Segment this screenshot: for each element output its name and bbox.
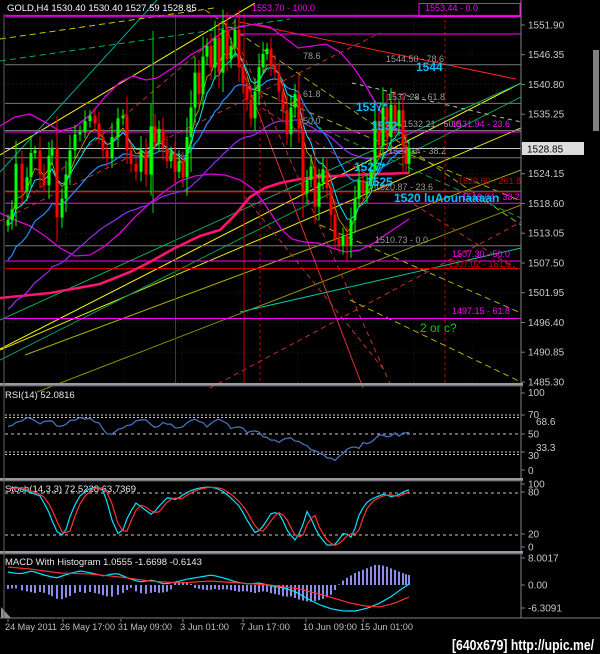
svg-text:1513.05: 1513.05: [528, 229, 565, 240]
svg-text:1518.64 - 38.2: 1518.64 - 38.2: [462, 192, 520, 202]
svg-text:1537.28 - 61.8: 1537.28 - 61.8: [387, 92, 445, 102]
svg-text:15 Jun 01:00: 15 Jun 01:00: [360, 622, 413, 633]
svg-text:0.00: 0.00: [528, 581, 548, 592]
svg-text:Stoch(14,3,3) 72.5228 63.7369: Stoch(14,3,3) 72.5228 63.7369: [5, 484, 136, 495]
svg-text:1527*: 1527*: [354, 160, 386, 174]
svg-text:100: 100: [528, 480, 545, 491]
svg-text:7 Jun 17:00: 7 Jun 17:00: [240, 622, 290, 633]
svg-text:1540.80: 1540.80: [528, 80, 565, 91]
svg-text:1546.35: 1546.35: [528, 50, 565, 61]
svg-text:1551.90: 1551.90: [528, 21, 565, 32]
svg-text:1535.25: 1535.25: [528, 110, 565, 121]
svg-text:0: 0: [528, 543, 534, 554]
svg-text:61.8: 61.8: [303, 89, 321, 99]
svg-text:GOLD,H4 1530.40 1530.40 1527.: GOLD,H4 1530.40 1530.40 1527.59 1528.85: [7, 3, 197, 14]
svg-text:1497.15 - 61.8: 1497.15 - 61.8: [452, 306, 510, 316]
svg-text:1496.40: 1496.40: [528, 318, 565, 329]
svg-text:1520.87 - 23.6: 1520.87 - 23.6: [375, 182, 433, 192]
svg-text:1520 luAounaaaan: 1520 luAounaaaan: [394, 191, 499, 205]
svg-text:1528.85: 1528.85: [527, 145, 564, 156]
svg-text:1527.14 - 38.2: 1527.14 - 38.2: [388, 146, 446, 156]
svg-text:1531.94 - 23.6: 1531.94 - 23.6: [452, 119, 510, 129]
svg-text:MACD With Histogram 1.0555 -1.: MACD With Histogram 1.0555 -1.6698 -0.61…: [5, 557, 202, 568]
svg-text:1544.50 - 78.6: 1544.50 - 78.6: [386, 54, 444, 64]
svg-text:68.6: 68.6: [536, 417, 556, 428]
svg-text:1490.85: 1490.85: [528, 348, 565, 359]
svg-text:30: 30: [528, 451, 540, 462]
svg-text:1553.44 - 0.0: 1553.44 - 0.0: [425, 3, 478, 13]
svg-text:1544: 1544: [416, 60, 443, 74]
svg-text:1507.30 - 50.0: 1507.30 - 50.0: [452, 249, 510, 259]
svg-text:1532.21 - 50.0: 1532.21 - 50.0: [403, 119, 461, 129]
svg-text:1485.30: 1485.30: [528, 377, 565, 388]
svg-text:1525: 1525: [366, 175, 393, 189]
svg-text:31 May 09:00: 31 May 09:00: [118, 622, 172, 633]
svg-text:78.6: 78.6: [303, 51, 321, 61]
svg-text:-6.3091: -6.3091: [528, 604, 562, 615]
svg-text:24 May 2011: 24 May 2011: [5, 622, 57, 633]
svg-text:50.0: 50.0: [303, 116, 321, 126]
svg-text:1537*: 1537*: [356, 100, 388, 114]
svg-text:1507.02 - 161.8: 1507.02 - 161.8: [448, 259, 511, 269]
svg-text:100: 100: [528, 388, 545, 399]
svg-text:1510.73 - 0.0: 1510.73 - 0.0: [375, 235, 428, 245]
svg-text:70: 70: [528, 410, 540, 421]
svg-text:1507.50: 1507.50: [528, 258, 565, 269]
svg-text:1532: 1532: [371, 119, 398, 133]
svg-text:8.0017: 8.0017: [528, 554, 559, 565]
svg-text:3 Jun 01:00: 3 Jun 01:00: [180, 622, 229, 633]
svg-text:2 or c?: 2 or c?: [420, 321, 457, 335]
svg-text:33.3: 33.3: [536, 443, 556, 454]
svg-text:20: 20: [528, 530, 540, 541]
svg-text:1501.95: 1501.95: [528, 288, 565, 299]
svg-text:50: 50: [528, 430, 540, 441]
svg-text:80: 80: [528, 488, 540, 499]
svg-text:[640x679] http://upic.me/: [640x679] http://upic.me/: [452, 638, 594, 654]
svg-text:1520.60 - 261.8: 1520.60 - 261.8: [458, 176, 521, 186]
svg-text:1553.70 - 100.0: 1553.70 - 100.0: [252, 3, 315, 13]
svg-text:0: 0: [528, 466, 534, 477]
svg-text:26 May 17:00: 26 May 17:00: [60, 622, 115, 633]
svg-text:1524.15: 1524.15: [528, 169, 565, 180]
svg-text:10 Jun 09:00: 10 Jun 09:00: [303, 622, 357, 633]
svg-text:RSI(14) 52.0816: RSI(14) 52.0816: [5, 390, 75, 401]
svg-text:1518.60: 1518.60: [528, 199, 565, 210]
